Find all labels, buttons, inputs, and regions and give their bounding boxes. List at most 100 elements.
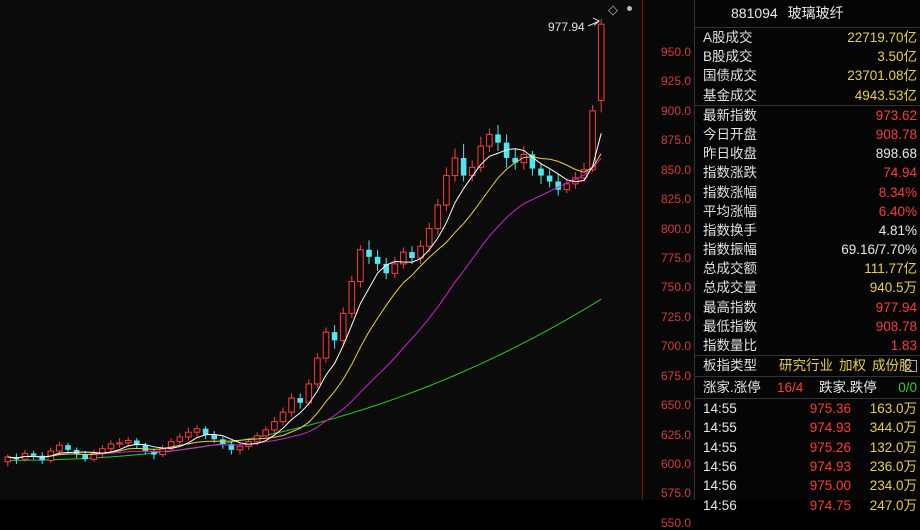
board-menu-icon[interactable] (905, 360, 917, 373)
candle-body (477, 145, 485, 168)
candle-body (228, 443, 235, 450)
ma10-line (7, 153, 602, 459)
turnover-row: A股成交 22719.70亿 (695, 28, 920, 47)
candle-body (503, 142, 510, 158)
candle (417, 240, 424, 264)
ma20-line (7, 157, 602, 459)
candle (538, 163, 544, 184)
stat-row: 指数涨跌 74.94 (695, 163, 920, 182)
stat-row: 指数涨幅 8.34% (695, 183, 920, 202)
y-tick-label: 850.0 (660, 162, 691, 177)
kline-chart-panel[interactable]: 977.94 ◇ (0, 0, 642, 500)
diamond-icon[interactable]: ◇ (608, 3, 618, 18)
y-tick-label: 800.0 (660, 221, 691, 236)
stat-row: 指数量比 1.83 (695, 336, 920, 355)
candle-body (331, 332, 338, 341)
candle (391, 256, 399, 279)
candle-body (520, 153, 528, 164)
board-type-label: 板指类型 (703, 358, 757, 374)
candle-body (134, 440, 140, 446)
y-tick-label: 875.0 (660, 133, 691, 148)
candle-body (555, 181, 561, 190)
board-tags: 研究行业 加权 成份股 (779, 356, 919, 376)
candle-body (65, 445, 71, 450)
tick-time: 14:55 (703, 439, 737, 455)
kline-chart[interactable] (0, 0, 642, 500)
candle (331, 325, 338, 349)
candle (56, 441, 63, 455)
candle (116, 438, 123, 448)
tick-time: 14:56 (703, 459, 737, 475)
candle-body (597, 23, 605, 102)
candle-body (357, 249, 364, 283)
candle (271, 416, 278, 434)
candle (477, 136, 485, 173)
tick-volume: 163.0万 (869, 401, 917, 417)
stat-label: 指数涨跌 (703, 165, 757, 181)
max-price-label: 977.94 (548, 20, 585, 34)
turnover-row: 国债成交 23701.08亿 (695, 66, 920, 85)
candle-body (193, 428, 201, 433)
candle (597, 19, 605, 113)
y-tick-label: 750.0 (660, 280, 691, 295)
tick-price: 975.00 (809, 478, 851, 494)
stat-row: 指数振幅 69.16/7.70% (695, 240, 920, 259)
candle (65, 442, 71, 454)
stat-label: 平均涨幅 (703, 203, 757, 219)
board-type-row: 板指类型 研究行业 加权 成份股 (695, 356, 920, 378)
y-tick-label: 625.0 (660, 427, 691, 442)
tick-list[interactable]: 14:55 975.36 163.0万 14:55 974.93 344.0万 14:55 9… (695, 399, 920, 515)
candle (124, 436, 132, 447)
candle-body (202, 428, 209, 435)
candle-body (409, 252, 415, 258)
candle-body (580, 169, 588, 179)
tick-time: 14:56 (703, 478, 737, 494)
candle (279, 407, 287, 426)
tick-row: 14:56 974.93 236.0万 (695, 457, 920, 476)
info-panel: 881094 玻璃玻纤 A股成交 22719.70亿 B股成交 3.50亿 国债成交 23… (694, 0, 920, 513)
turnover-row: 基金成交 4943.53亿 (695, 86, 920, 105)
tick-row: 14:55 974.93 344.0万 (695, 418, 920, 437)
y-tick-label: 925.0 (660, 74, 691, 89)
stat-row: 最新指数 973.62 (695, 106, 920, 125)
turnover-value: 3.50亿 (877, 49, 917, 65)
candle-body (305, 383, 313, 404)
candle (322, 327, 330, 363)
candle (339, 307, 347, 347)
candle-body (339, 312, 347, 341)
candle (383, 258, 389, 280)
stat-label: 指数换手 (703, 222, 757, 238)
stat-row: 平均涨幅 6.40% (695, 202, 920, 221)
y-tick-label: 675.0 (660, 368, 691, 383)
turnover-value: 4943.53亿 (854, 87, 917, 103)
candle-body (82, 454, 88, 460)
candle-body (391, 263, 399, 274)
tick-time: 14:56 (703, 497, 737, 513)
candle (193, 425, 201, 437)
stat-label: 总成交额 (703, 261, 757, 277)
candle (451, 148, 459, 182)
tick-price: 975.36 (809, 401, 851, 417)
candle (443, 167, 450, 211)
candle-body (39, 455, 45, 461)
candle (495, 124, 501, 151)
candle (400, 247, 407, 269)
candle (107, 440, 115, 453)
candle-body (297, 398, 303, 403)
candle (73, 447, 80, 459)
index-title: 881094 玻璃玻纤 (695, 0, 920, 28)
index-name: 玻璃玻纤 (787, 5, 844, 21)
stat-label: 最高指数 (703, 299, 757, 315)
candle (425, 222, 433, 253)
board-tag: 成份股 (872, 358, 913, 374)
candle-body (322, 331, 330, 359)
candle-body (262, 429, 270, 437)
up-value: 16/4 (777, 380, 804, 396)
candle-body (546, 175, 553, 182)
tick-row: 14:55 975.26 132.0万 (695, 438, 920, 457)
tick-price: 974.93 (809, 459, 851, 475)
candle-body (460, 157, 467, 176)
turnover-value: 22719.70亿 (847, 30, 917, 45)
tick-price: 974.75 (809, 497, 851, 513)
candle-body (383, 263, 389, 274)
